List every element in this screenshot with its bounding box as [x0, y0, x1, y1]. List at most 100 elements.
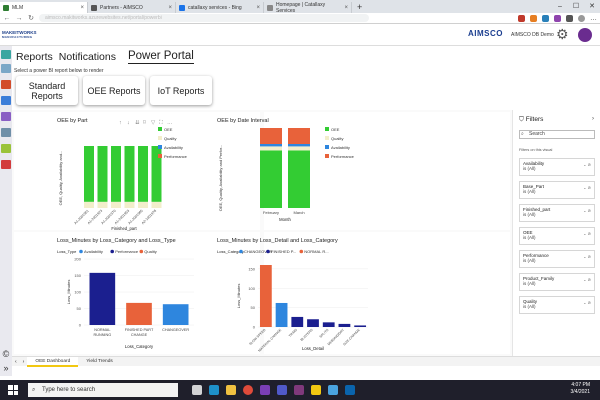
filter-funnel-icon: ⛉: [519, 116, 524, 123]
edge-icon[interactable]: [209, 385, 219, 395]
sidebar-item-settings[interactable]: [1, 128, 11, 137]
filters-search-input[interactable]: Search: [519, 130, 595, 139]
back-icon[interactable]: ←: [3, 14, 11, 22]
filter-expand-icon[interactable]: ⌄ ⊘: [583, 208, 591, 213]
filter-expand-icon[interactable]: ⌄ ⊘: [583, 162, 591, 167]
extension-icon[interactable]: [554, 14, 561, 22]
bar: [307, 319, 319, 327]
gear-icon[interactable]: ⚙: [556, 26, 569, 42]
bar-oee: [124, 146, 135, 202]
powerbi-icon[interactable]: [311, 385, 321, 395]
legend-title: Loss_Type: [57, 249, 77, 254]
refresh-icon[interactable]: ↻: [28, 15, 34, 22]
collapse-filters-icon[interactable]: ›: [592, 116, 594, 122]
filter-card[interactable]: Product_Family is (All) ⌄ ⊘: [519, 273, 595, 291]
filter-card[interactable]: Performance is (All) ⌄ ⊘: [519, 250, 595, 268]
filter-card[interactable]: Quality is (All) ⌄ ⊘: [519, 296, 595, 314]
sidebar-item-calendar[interactable]: [1, 64, 11, 73]
filter-name: Quality: [523, 299, 538, 304]
sidebar-item-reports[interactable]: [1, 160, 11, 169]
legend-label: Availability: [331, 145, 350, 150]
maximize-button[interactable]: ☐: [572, 3, 580, 10]
close-tab-icon[interactable]: ×: [256, 4, 260, 11]
visual-studio-icon[interactable]: [260, 385, 270, 395]
filter-expand-icon[interactable]: ⌄ ⊘: [583, 254, 591, 259]
visual-header-icon: …: [167, 120, 173, 126]
more-icon[interactable]: …: [590, 14, 597, 22]
file-explorer-icon[interactable]: [226, 385, 236, 395]
bar-oee: [151, 146, 162, 202]
favorites-icon[interactable]: [566, 14, 573, 22]
legend-swatch: [158, 145, 162, 149]
close-tab-icon[interactable]: ×: [344, 4, 348, 11]
sidebar-item-people[interactable]: [1, 96, 11, 105]
x-tick-label: February: [263, 210, 279, 215]
task-view-icon[interactable]: [192, 385, 202, 395]
standard-reports-button[interactable]: Standard Reports: [16, 76, 78, 105]
y-tick-label: 150: [74, 273, 81, 278]
profile-icon[interactable]: [578, 14, 585, 22]
notepad-icon[interactable]: [328, 385, 338, 395]
visual-header-icon: ↓: [127, 120, 130, 126]
filter-expand-icon[interactable]: ⌄ ⊘: [583, 231, 591, 236]
page-prev-icon[interactable]: ‹: [15, 358, 17, 365]
forward-icon[interactable]: →: [15, 14, 23, 22]
bar: [126, 302, 152, 325]
extension-icon[interactable]: [530, 14, 537, 22]
filter-expand-icon[interactable]: ⌄ ⊘: [583, 277, 591, 282]
filter-card[interactable]: Availability is (All) ⌄ ⊘: [519, 158, 595, 176]
page-next-icon[interactable]: ›: [22, 358, 25, 365]
page-tab-oee-dashboard[interactable]: OEE Dashboard: [27, 356, 79, 367]
extension-icon[interactable]: [518, 14, 525, 22]
filter-card[interactable]: OEE is (All) ⌄ ⊘: [519, 227, 595, 245]
extension-icon[interactable]: [542, 14, 549, 22]
onenote-icon[interactable]: [294, 385, 304, 395]
page-tab-yield-trends[interactable]: Yield Trends: [86, 358, 113, 364]
report-charts: OEE by Part OEE, Quality, Availability an…: [14, 112, 510, 354]
close-tab-icon[interactable]: ×: [80, 4, 84, 11]
browser-tab-partners[interactable]: Partners - AIMSCO ×: [88, 2, 176, 13]
bar-quality: [151, 201, 162, 208]
tab-reports[interactable]: Reports: [16, 51, 53, 63]
legend-swatch: [158, 127, 162, 131]
expand-sidebar-icon[interactable]: »: [3, 363, 9, 373]
filter-card[interactable]: Finished_part is (All) ⌄ ⊘: [519, 204, 595, 222]
filter-expand-icon[interactable]: ⌄ ⊘: [583, 185, 591, 190]
filter-card[interactable]: Base_Part is (All) ⌄ ⊘: [519, 181, 595, 199]
sidebar-item-search[interactable]: [1, 144, 11, 153]
tab-notifications[interactable]: Notifications: [58, 51, 116, 63]
minimize-button[interactable]: –: [558, 3, 562, 10]
bar-quality: [124, 201, 135, 208]
browser-tab-bing[interactable]: catallaxy services - Bing ×: [176, 2, 264, 13]
avatar[interactable]: [578, 28, 592, 42]
browser-tab-bar: MLM × Partners - AIMSCO × catallaxy servic…: [0, 0, 600, 14]
url-field[interactable]: aimsco.makitworks.azurewebsites.net/port…: [39, 14, 369, 22]
filter-expand-icon[interactable]: ⌄ ⊘: [583, 300, 591, 305]
sidebar-item-tools[interactable]: [1, 80, 11, 89]
iot-reports-button[interactable]: IoT Reports: [150, 76, 212, 105]
close-window-button[interactable]: ✕: [589, 3, 595, 10]
close-tab-icon[interactable]: ×: [168, 4, 172, 11]
bar-oee: [260, 150, 282, 208]
new-tab-button[interactable]: +: [357, 2, 363, 12]
y-axis-label: Loss_Minutes: [66, 280, 71, 305]
chrome-icon[interactable]: [243, 385, 253, 395]
bar-availability: [260, 144, 282, 147]
tab-favicon-icon: [179, 4, 185, 11]
browser-tab-mlm[interactable]: MLM ×: [0, 2, 88, 13]
sidebar-item-transfer[interactable]: [1, 112, 11, 121]
outlook-icon[interactable]: [345, 385, 355, 395]
y-tick-label: 100: [74, 290, 81, 295]
teams-icon[interactable]: [277, 385, 287, 395]
legend-label: Quality: [144, 249, 156, 254]
windows-start-icon[interactable]: [8, 385, 18, 395]
tab-power-portal[interactable]: Power Portal: [127, 50, 194, 64]
page-tabs: ‹ › OEE Dashboard Yield Trends: [12, 356, 600, 367]
legend-swatch: [325, 127, 329, 131]
taskbar-search-input[interactable]: ⌕ Type here to search: [28, 383, 178, 397]
x-axis-label: Finished_part: [111, 226, 137, 231]
sidebar-item-home[interactable]: [1, 50, 11, 59]
bar-availability: [288, 144, 310, 147]
oee-reports-button[interactable]: OEE Reports: [83, 76, 145, 105]
browser-tab-catallaxy[interactable]: Homepage | Catallaxy Services ×: [264, 2, 352, 14]
